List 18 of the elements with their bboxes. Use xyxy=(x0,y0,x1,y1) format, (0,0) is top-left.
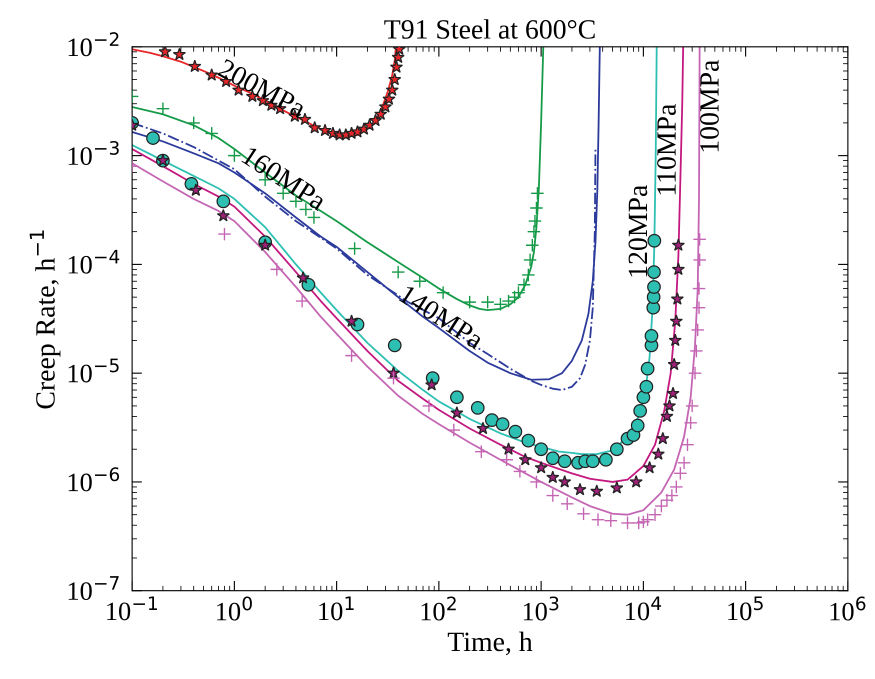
text: 100MPa xyxy=(700,60,719,152)
y-tick-label: 10$^{−3}$ xyxy=(68,140,119,166)
y-tick-label: 10$^{−6}$ xyxy=(68,467,120,492)
y-tick-label: 10$^{−2}$ xyxy=(68,32,118,56)
y-axis-title: Creep Rate, h$^{−1}$ xyxy=(30,230,60,408)
x-tick-label: 10$^{3}$ xyxy=(524,596,558,621)
text: 110MPa xyxy=(657,104,676,194)
y-tick-label: 10$^{−4}$ xyxy=(68,250,120,274)
x-tick-label: 10$^{0}$ xyxy=(217,596,252,621)
x-tick-label: 10$^{5}$ xyxy=(728,596,763,620)
chart-title: T91 Steel at 600°C xyxy=(384,19,595,39)
x-tick-label: 10$^{6}$ xyxy=(830,596,866,621)
y-tick-label: 10$^{−5}$ xyxy=(68,358,119,382)
x-tick-label: 10$^{1}$ xyxy=(319,596,354,620)
x-tick-label: 10$^{2}$ xyxy=(422,596,456,621)
x-axis-title: Time, h xyxy=(448,632,532,656)
x-tick-label: 10$^{4}$ xyxy=(626,596,662,620)
text: 120MPa xyxy=(628,185,648,276)
